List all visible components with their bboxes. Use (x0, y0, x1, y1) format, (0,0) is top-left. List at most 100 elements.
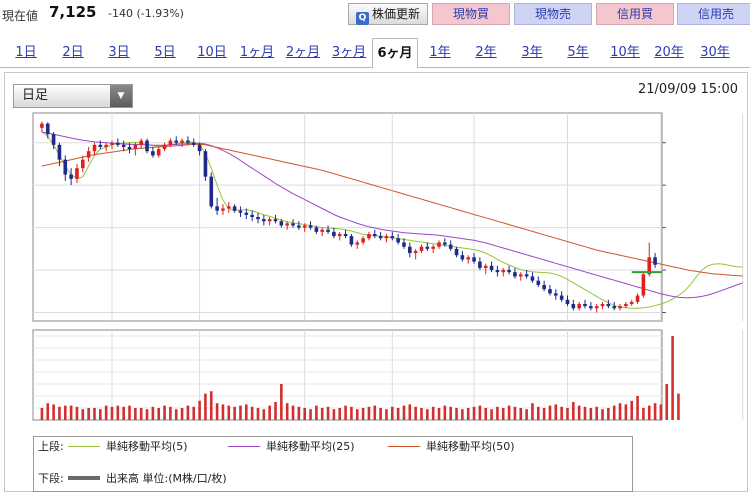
candle-body (478, 261, 482, 268)
volume-bar (659, 404, 663, 420)
volume-bar (420, 408, 423, 420)
period-tab-7[interactable]: 3ヶ月 (331, 45, 367, 60)
volume-bar (151, 406, 155, 420)
volume-bar (110, 406, 114, 420)
candle-body (326, 229, 330, 232)
cash-sell-button[interactable]: 現物売 (514, 3, 592, 25)
volume-bar (601, 409, 604, 420)
margin-buy-button[interactable]: 信用買 (596, 3, 674, 25)
candle-body (221, 208, 225, 211)
candle-body (226, 206, 231, 209)
volume-bar (52, 404, 55, 420)
chart-timestamp: 21/09/09 15:00 (638, 82, 738, 97)
volume-bar (297, 406, 301, 420)
candle-body (466, 257, 471, 260)
volume-bar (81, 409, 85, 420)
volume-bar (607, 408, 610, 420)
cash-buy-button[interactable]: 現物買 (432, 3, 510, 25)
candle-body (297, 225, 301, 228)
candle-body (57, 144, 62, 160)
volume-bar (192, 406, 196, 420)
candle-body (542, 284, 546, 290)
volume-bar (134, 408, 137, 420)
volume-bar (186, 405, 190, 420)
legend-ma5-label: 単純移動平均(5) (106, 440, 188, 453)
refresh-icon: Q (355, 12, 369, 25)
refresh-price-button[interactable]: Q 株価更新 (348, 3, 428, 25)
volume-bar (198, 400, 201, 420)
candle-body (571, 304, 576, 309)
period-tab-11[interactable]: 3年 (521, 45, 543, 60)
volume-bar (390, 406, 394, 420)
volume-bar (542, 408, 546, 420)
candle-body (203, 151, 208, 177)
period-tab-3[interactable]: 5日 (154, 45, 176, 60)
volume-bar (426, 409, 429, 420)
price-plot-frame (32, 112, 663, 322)
volume-bar (215, 403, 219, 420)
volume-bar (128, 405, 131, 420)
candle-body (425, 246, 430, 249)
volume-bar (315, 405, 318, 420)
candle-body (63, 159, 68, 175)
price-change: -140 (-1.93%) (108, 7, 184, 20)
candle-body (600, 304, 605, 307)
legend-volume-label: 出来高 単位:(M株/口/枚) (106, 472, 227, 485)
volume-bar (58, 406, 61, 420)
volume-bar (647, 405, 651, 420)
legend-ma50-label: 単純移動平均(50) (426, 440, 515, 453)
volume-bar (320, 408, 324, 420)
candle-body (75, 168, 79, 179)
legend-ma25-swatch (228, 446, 260, 447)
period-tab-5[interactable]: 1ヶ月 (239, 45, 275, 60)
period-tab-9[interactable]: 1年 (429, 45, 451, 60)
volume-bar (560, 406, 563, 420)
candle-body (408, 246, 412, 254)
candle-body (244, 212, 249, 215)
legend-upper-row: 上段: 単純移動平均(5) 単純移動平均(25) 単純移動平均(50) (38, 439, 628, 455)
candle-body (337, 233, 342, 237)
volume-bar (169, 406, 172, 420)
volume-bar (408, 404, 412, 420)
period-tab-6[interactable]: 2ヶ月 (285, 45, 321, 60)
volume-bar (326, 406, 330, 420)
ma25-line (41, 131, 743, 299)
period-tab-15[interactable]: 30年 (700, 45, 730, 60)
period-tab-14[interactable]: 20年 (654, 45, 684, 60)
period-tab-0[interactable]: 1日 (15, 45, 37, 60)
period-tab-4[interactable]: 10日 (197, 45, 227, 60)
candle-body (332, 231, 336, 237)
volume-bar (484, 408, 488, 420)
candle-body (232, 206, 237, 211)
volume-bar (437, 408, 441, 420)
refresh-price-label: 株価更新 (371, 7, 420, 21)
candle-body (635, 295, 640, 302)
legend-ma5: 単純移動平均(5) (68, 439, 188, 455)
volume-bar (245, 404, 248, 420)
period-tab-10[interactable]: 2年 (475, 45, 497, 60)
volume-bar (612, 405, 616, 420)
candle-body (80, 159, 85, 169)
volume-bar (104, 405, 108, 420)
period-tab-13[interactable]: 10年 (610, 45, 640, 60)
candle-body (86, 151, 91, 158)
volume-bar (262, 409, 266, 420)
candle-body (472, 257, 476, 262)
candle-interval-select[interactable]: 日足 ▼ (13, 84, 133, 108)
volume-bar (455, 408, 458, 420)
candle-body (390, 236, 395, 239)
margin-sell-button[interactable]: 信用売 (677, 3, 750, 25)
candle-body (238, 210, 243, 213)
period-tab-8[interactable]: 6ヶ月 (372, 38, 418, 69)
legend-ma50: 単純移動平均(50) (388, 439, 515, 455)
candle-body (483, 265, 488, 268)
volume-bar (536, 406, 540, 420)
candle-body (262, 219, 266, 222)
candle-body (629, 301, 634, 305)
period-tab-2[interactable]: 3日 (108, 45, 130, 60)
period-tab-12[interactable]: 5年 (567, 45, 589, 60)
candle-body (174, 140, 179, 143)
candle-body (121, 144, 126, 147)
period-tab-1[interactable]: 2日 (62, 45, 84, 60)
